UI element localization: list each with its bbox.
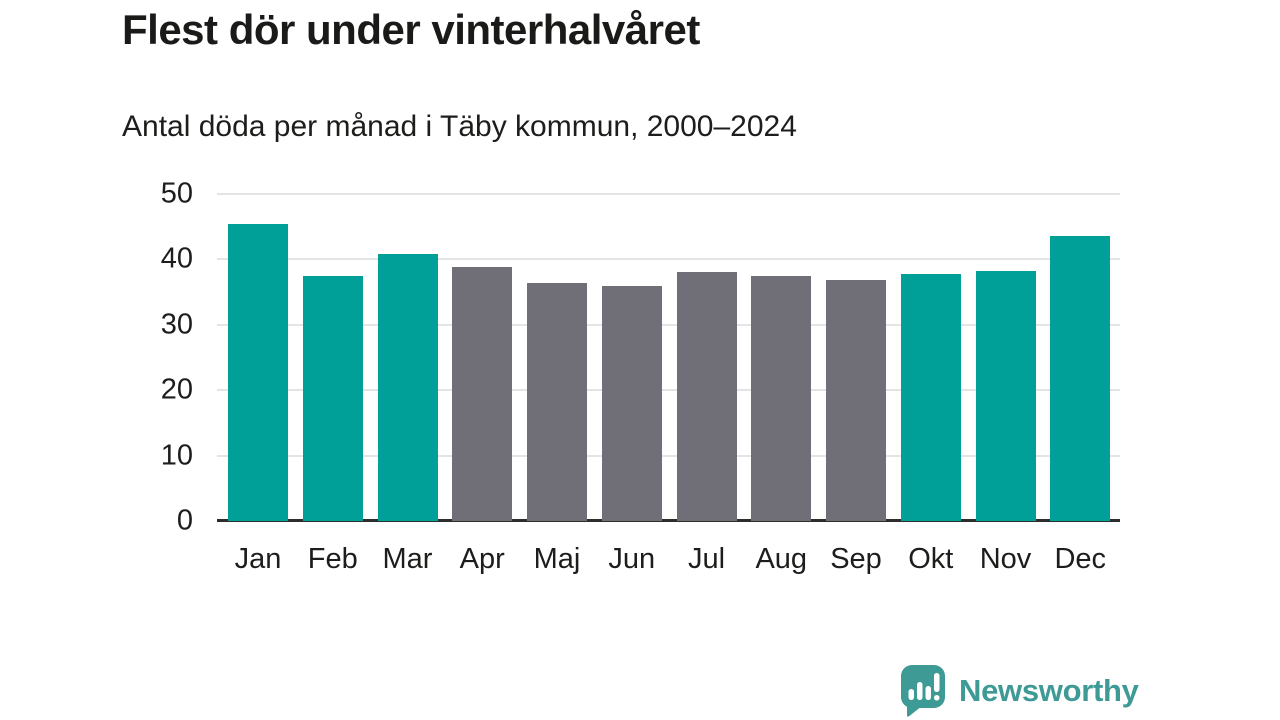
newsworthy-logo-icon [901, 665, 945, 717]
x-tick-label: Sep [830, 543, 882, 575]
x-tick-label: Apr [459, 543, 505, 575]
bar-feb [302, 276, 363, 521]
x-axis-line [217, 519, 1120, 522]
x-tick-label: Okt [908, 543, 954, 575]
gridline [217, 454, 1120, 457]
chart-subtitle: Antal döda per månad i Täby kommun, 2000… [122, 110, 797, 143]
x-tick-label: Nov [979, 543, 1032, 575]
bar-dec [1050, 235, 1111, 521]
chart-title: Flest dör under vinterhalvåret [122, 6, 700, 53]
gridline [217, 323, 1120, 326]
gridline [217, 389, 1120, 392]
bar-okt [900, 273, 961, 521]
plot-area: 0 10 20 30 40 50 Jan Feb Mar Apr Maj Jun Jul Aug Sep Ok… [161, 178, 1120, 575]
bar-maj [527, 282, 587, 521]
bar-apr [452, 266, 513, 521]
gridline [217, 258, 1120, 261]
gridline [217, 193, 1120, 195]
x-tick-label: Maj [533, 543, 581, 575]
bar-mar [377, 253, 438, 521]
bar-jun [601, 286, 662, 521]
bar-jul [676, 272, 737, 521]
x-tick-label: Jul [687, 543, 726, 575]
newsworthy-logo: Newsworthy [897, 663, 1139, 718]
bar-sep [826, 280, 886, 521]
x-tick-label: Jun [608, 543, 656, 575]
x-tick-label: Mar [382, 543, 433, 575]
x-tick-label: Dec [1054, 543, 1107, 575]
y-tick-label: 50 [160, 177, 193, 210]
x-tick-label: Feb [307, 543, 358, 575]
y-tick-label: 20 [160, 373, 193, 406]
newsworthy-logo-text: Newsworthy [959, 672, 1139, 708]
bar-aug [751, 276, 812, 521]
bar-nov [975, 271, 1036, 521]
y-tick-label: 0 [176, 504, 193, 537]
x-tick-label: Aug [755, 543, 808, 575]
y-tick-label: 40 [160, 242, 193, 275]
y-tick-label: 10 [160, 439, 193, 472]
bar-jan [228, 224, 288, 521]
x-tick-label: Jan [234, 543, 282, 575]
y-tick-label: 30 [160, 308, 193, 341]
